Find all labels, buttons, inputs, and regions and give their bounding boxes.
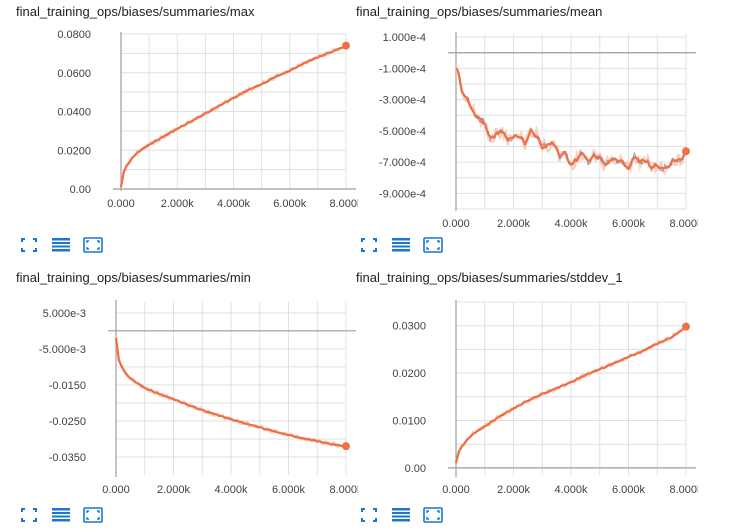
x-tick-label: 6.000k	[612, 484, 646, 496]
y-tick-label: -9.000e-4	[379, 188, 426, 200]
x-tick-label: 8.000k	[669, 218, 698, 230]
series-line-raw	[455, 68, 687, 172]
chart-plot[interactable]: 0.000 2.000k 4.000k 6.000k 8.000k 1.000e-4 -1.…	[348, 4, 698, 234]
y-tick-label: -5.000e-3	[39, 344, 86, 356]
x-tick-label: 0.000	[442, 218, 470, 230]
chart-card-max: final_training_ops/biases/summaries/max …	[8, 4, 358, 266]
series-line	[454, 325, 687, 464]
series-line	[119, 44, 347, 188]
x-tick-label: 2.000k	[161, 198, 195, 210]
series-end-point	[682, 147, 690, 156]
y-tick-label: -7.000e-4	[379, 157, 426, 169]
y-tick-label: 0.0200	[57, 145, 91, 157]
y-tick-label: 0.0100	[392, 415, 426, 427]
data-selection-icon[interactable]	[390, 236, 412, 254]
grid	[120, 33, 347, 190]
y-tick-label: 0.0200	[392, 368, 426, 380]
series-line	[114, 337, 347, 448]
series-end-point	[342, 442, 350, 451]
x-tick-label: 8.000k	[669, 484, 698, 496]
x-tick-label: 2.000k	[497, 218, 531, 230]
x-tick-label: 0.000	[107, 198, 135, 210]
fit-domain-icon[interactable]	[18, 506, 40, 524]
y-tick-label: 0.0800	[57, 29, 91, 41]
fit-domain-icon[interactable]	[18, 236, 40, 254]
y-tick-label: 0.0600	[57, 68, 91, 80]
y-tick-label: -0.0350	[49, 452, 86, 464]
grid	[455, 301, 687, 475]
x-tick-label: 8.000k	[329, 484, 358, 496]
y-tick-label: 0.0300	[392, 321, 426, 333]
data-selection-icon[interactable]	[390, 506, 412, 524]
x-tick-label: 4.000k	[214, 484, 248, 496]
expand-chart-icon[interactable]	[82, 236, 104, 254]
y-tick-label: -0.0150	[49, 380, 86, 392]
x-tick-label: 6.000k	[272, 484, 306, 496]
x-tick-label: 2.000k	[157, 484, 191, 496]
chart-plot[interactable]: 0.000 2.000k 4.000k 6.000k 8.000k 0.00 0.0100 0…	[348, 270, 698, 502]
y-tick-label: 5.000e-3	[43, 308, 86, 320]
expand-chart-icon[interactable]	[422, 506, 444, 524]
x-tick-label: 2.000k	[497, 484, 531, 496]
chart-toolbar	[358, 236, 444, 254]
chart-card-stddev: final_training_ops/biases/summaries/stdd…	[348, 270, 698, 532]
y-tick-label: -5.000e-4	[379, 126, 426, 138]
y-tick-label: 1.000e-4	[383, 32, 426, 44]
chart-toolbar	[358, 506, 444, 524]
x-tick-label: 6.000k	[612, 218, 646, 230]
series-line	[455, 67, 687, 171]
series-band	[454, 64, 688, 176]
chart-title: final_training_ops/biases/summaries/min	[16, 270, 251, 285]
expand-chart-icon[interactable]	[82, 506, 104, 524]
chart-plot[interactable]: 0.000 2.000k 4.000k 6.000k 8.000k 0.00 0.0200 0…	[8, 4, 358, 234]
data-selection-icon[interactable]	[50, 506, 72, 524]
grid	[455, 34, 687, 210]
y-tick-label: 0.00	[405, 463, 426, 475]
series-end-point	[342, 41, 350, 50]
chart-title: final_training_ops/biases/summaries/max	[16, 4, 255, 19]
chart-toolbar	[18, 236, 104, 254]
y-tick-label: -0.0250	[49, 416, 86, 428]
y-tick-label: 0.00	[70, 184, 91, 196]
x-tick-label: 6.000k	[273, 198, 307, 210]
x-tick-label: 0.000	[442, 484, 470, 496]
y-tick-label: 0.0400	[57, 107, 91, 119]
chart-card-min: final_training_ops/biases/summaries/min …	[8, 270, 358, 532]
chart-toolbar	[18, 506, 104, 524]
fit-domain-icon[interactable]	[358, 506, 380, 524]
x-tick-label: 4.000k	[554, 484, 588, 496]
x-tick-label: 4.000k	[554, 218, 588, 230]
y-tick-label: -3.000e-4	[379, 95, 426, 107]
chart-plot[interactable]: 0.000 2.000k 4.000k 6.000k 8.000k 5.000e-3 -5.…	[8, 270, 358, 502]
chart-card-mean: final_training_ops/biases/summaries/mean…	[348, 4, 698, 266]
x-tick-label: 4.000k	[217, 198, 251, 210]
chart-title: final_training_ops/biases/summaries/stdd…	[356, 270, 623, 285]
series-end-point	[682, 322, 690, 331]
y-tick-label: -1.000e-4	[379, 63, 426, 75]
x-tick-label: 8.000k	[329, 198, 358, 210]
grid	[115, 302, 347, 475]
x-tick-label: 0.000	[102, 484, 130, 496]
expand-chart-icon[interactable]	[422, 236, 444, 254]
chart-title: final_training_ops/biases/summaries/mean	[356, 4, 603, 19]
fit-domain-icon[interactable]	[358, 236, 380, 254]
data-selection-icon[interactable]	[50, 236, 72, 254]
